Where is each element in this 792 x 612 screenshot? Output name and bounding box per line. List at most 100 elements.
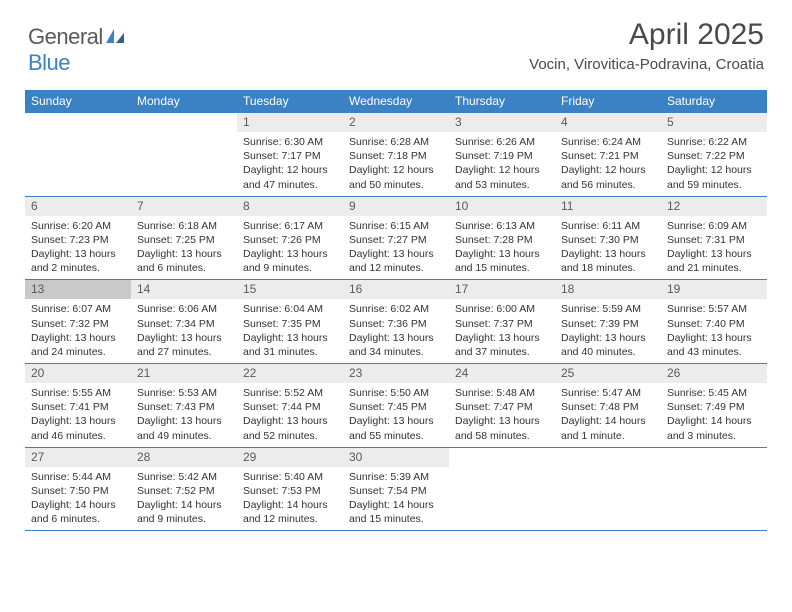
day-number: 6 — [25, 197, 131, 216]
day-details: Sunrise: 6:22 AMSunset: 7:22 PMDaylight:… — [661, 132, 767, 196]
calendar-week-row: 6Sunrise: 6:20 AMSunset: 7:23 PMDaylight… — [25, 197, 767, 281]
logo-text-2: Blue — [28, 50, 70, 75]
calendar-table: SundayMondayTuesdayWednesdayThursdayFrid… — [25, 90, 767, 531]
day-details: Sunrise: 6:26 AMSunset: 7:19 PMDaylight:… — [449, 132, 555, 196]
day-details: Sunrise: 5:53 AMSunset: 7:43 PMDaylight:… — [131, 383, 237, 447]
logo: General Blue — [28, 18, 125, 76]
day-header-monday: Monday — [131, 90, 237, 113]
day-number: 26 — [661, 364, 767, 383]
day-number: 28 — [131, 448, 237, 467]
day-number: 13 — [25, 280, 131, 299]
calendar-day-cell: 18Sunrise: 5:59 AMSunset: 7:39 PMDayligh… — [555, 280, 661, 363]
day-details: Sunrise: 6:28 AMSunset: 7:18 PMDaylight:… — [343, 132, 449, 196]
day-number: 15 — [237, 280, 343, 299]
day-details: Sunrise: 5:39 AMSunset: 7:54 PMDaylight:… — [343, 467, 449, 531]
day-number: 4 — [555, 113, 661, 132]
calendar-day-cell: 29Sunrise: 5:40 AMSunset: 7:53 PMDayligh… — [237, 448, 343, 531]
day-header-sunday: Sunday — [25, 90, 131, 113]
day-details: Sunrise: 6:11 AMSunset: 7:30 PMDaylight:… — [555, 216, 661, 280]
calendar-day-cell: 2Sunrise: 6:28 AMSunset: 7:18 PMDaylight… — [343, 113, 449, 196]
calendar-day-cell: 30Sunrise: 5:39 AMSunset: 7:54 PMDayligh… — [343, 448, 449, 531]
calendar-day-cell: 22Sunrise: 5:52 AMSunset: 7:44 PMDayligh… — [237, 364, 343, 447]
calendar-day-cell: 11Sunrise: 6:11 AMSunset: 7:30 PMDayligh… — [555, 197, 661, 280]
day-number: 20 — [25, 364, 131, 383]
calendar-day-cell: 20Sunrise: 5:55 AMSunset: 7:41 PMDayligh… — [25, 364, 131, 447]
day-number: 9 — [343, 197, 449, 216]
day-number: 8 — [237, 197, 343, 216]
day-number: 11 — [555, 197, 661, 216]
calendar-day-cell — [449, 448, 555, 531]
calendar-day-cell: 6Sunrise: 6:20 AMSunset: 7:23 PMDaylight… — [25, 197, 131, 280]
calendar-week-row: 20Sunrise: 5:55 AMSunset: 7:41 PMDayligh… — [25, 364, 767, 448]
day-header-saturday: Saturday — [661, 90, 767, 113]
calendar-day-cell: 9Sunrise: 6:15 AMSunset: 7:27 PMDaylight… — [343, 197, 449, 280]
calendar-day-cell — [555, 448, 661, 531]
day-details: Sunrise: 5:52 AMSunset: 7:44 PMDaylight:… — [237, 383, 343, 447]
day-details: Sunrise: 6:15 AMSunset: 7:27 PMDaylight:… — [343, 216, 449, 280]
day-number: 1 — [237, 113, 343, 132]
calendar-day-cell: 28Sunrise: 5:42 AMSunset: 7:52 PMDayligh… — [131, 448, 237, 531]
day-number: 25 — [555, 364, 661, 383]
day-header-wednesday: Wednesday — [343, 90, 449, 113]
day-details: Sunrise: 6:13 AMSunset: 7:28 PMDaylight:… — [449, 216, 555, 280]
calendar-day-cell: 12Sunrise: 6:09 AMSunset: 7:31 PMDayligh… — [661, 197, 767, 280]
day-details: Sunrise: 5:48 AMSunset: 7:47 PMDaylight:… — [449, 383, 555, 447]
calendar-day-cell: 1Sunrise: 6:30 AMSunset: 7:17 PMDaylight… — [237, 113, 343, 196]
day-details: Sunrise: 5:42 AMSunset: 7:52 PMDaylight:… — [131, 467, 237, 531]
calendar-day-cell: 13Sunrise: 6:07 AMSunset: 7:32 PMDayligh… — [25, 280, 131, 363]
logo-sail-icon — [105, 28, 125, 49]
day-details: Sunrise: 5:44 AMSunset: 7:50 PMDaylight:… — [25, 467, 131, 531]
day-details: Sunrise: 5:55 AMSunset: 7:41 PMDaylight:… — [25, 383, 131, 447]
day-details: Sunrise: 6:04 AMSunset: 7:35 PMDaylight:… — [237, 299, 343, 363]
calendar-day-cell: 26Sunrise: 5:45 AMSunset: 7:49 PMDayligh… — [661, 364, 767, 447]
location-text: Vocin, Virovitica-Podravina, Croatia — [529, 56, 764, 73]
calendar-day-cell: 5Sunrise: 6:22 AMSunset: 7:22 PMDaylight… — [661, 113, 767, 196]
day-details: Sunrise: 6:06 AMSunset: 7:34 PMDaylight:… — [131, 299, 237, 363]
calendar-day-cell — [25, 113, 131, 196]
calendar-week-row: 1Sunrise: 6:30 AMSunset: 7:17 PMDaylight… — [25, 113, 767, 197]
page-header: General Blue April 2025 Vocin, Virovitic… — [0, 0, 792, 84]
day-header-friday: Friday — [555, 90, 661, 113]
day-details: Sunrise: 6:00 AMSunset: 7:37 PMDaylight:… — [449, 299, 555, 363]
calendar-day-cell: 10Sunrise: 6:13 AMSunset: 7:28 PMDayligh… — [449, 197, 555, 280]
day-number: 27 — [25, 448, 131, 467]
day-details: Sunrise: 5:45 AMSunset: 7:49 PMDaylight:… — [661, 383, 767, 447]
day-details: Sunrise: 6:20 AMSunset: 7:23 PMDaylight:… — [25, 216, 131, 280]
calendar-day-cell: 16Sunrise: 6:02 AMSunset: 7:36 PMDayligh… — [343, 280, 449, 363]
day-details: Sunrise: 6:30 AMSunset: 7:17 PMDaylight:… — [237, 132, 343, 196]
day-number: 18 — [555, 280, 661, 299]
day-number: 30 — [343, 448, 449, 467]
day-number: 19 — [661, 280, 767, 299]
calendar-day-cell: 25Sunrise: 5:47 AMSunset: 7:48 PMDayligh… — [555, 364, 661, 447]
day-header-thursday: Thursday — [449, 90, 555, 113]
day-number: 22 — [237, 364, 343, 383]
day-details: Sunrise: 6:09 AMSunset: 7:31 PMDaylight:… — [661, 216, 767, 280]
calendar-day-cell: 3Sunrise: 6:26 AMSunset: 7:19 PMDaylight… — [449, 113, 555, 196]
calendar-header-row: SundayMondayTuesdayWednesdayThursdayFrid… — [25, 90, 767, 113]
day-number: 16 — [343, 280, 449, 299]
day-number: 21 — [131, 364, 237, 383]
calendar-day-cell: 8Sunrise: 6:17 AMSunset: 7:26 PMDaylight… — [237, 197, 343, 280]
day-number: 5 — [661, 113, 767, 132]
day-details: Sunrise: 5:40 AMSunset: 7:53 PMDaylight:… — [237, 467, 343, 531]
title-block: April 2025 Vocin, Virovitica-Podravina, … — [529, 18, 764, 73]
day-details: Sunrise: 5:59 AMSunset: 7:39 PMDaylight:… — [555, 299, 661, 363]
calendar-day-cell: 17Sunrise: 6:00 AMSunset: 7:37 PMDayligh… — [449, 280, 555, 363]
day-number: 24 — [449, 364, 555, 383]
calendar-week-row: 27Sunrise: 5:44 AMSunset: 7:50 PMDayligh… — [25, 448, 767, 532]
day-details: Sunrise: 5:50 AMSunset: 7:45 PMDaylight:… — [343, 383, 449, 447]
month-title: April 2025 — [529, 18, 764, 52]
calendar-day-cell: 15Sunrise: 6:04 AMSunset: 7:35 PMDayligh… — [237, 280, 343, 363]
calendar-day-cell: 24Sunrise: 5:48 AMSunset: 7:47 PMDayligh… — [449, 364, 555, 447]
day-number: 29 — [237, 448, 343, 467]
day-number: 10 — [449, 197, 555, 216]
day-details: Sunrise: 6:17 AMSunset: 7:26 PMDaylight:… — [237, 216, 343, 280]
calendar-day-cell: 21Sunrise: 5:53 AMSunset: 7:43 PMDayligh… — [131, 364, 237, 447]
day-number: 3 — [449, 113, 555, 132]
day-details: Sunrise: 6:07 AMSunset: 7:32 PMDaylight:… — [25, 299, 131, 363]
logo-text-1: General — [28, 24, 103, 49]
calendar-day-cell: 27Sunrise: 5:44 AMSunset: 7:50 PMDayligh… — [25, 448, 131, 531]
day-number: 2 — [343, 113, 449, 132]
day-number: 7 — [131, 197, 237, 216]
calendar-day-cell: 14Sunrise: 6:06 AMSunset: 7:34 PMDayligh… — [131, 280, 237, 363]
